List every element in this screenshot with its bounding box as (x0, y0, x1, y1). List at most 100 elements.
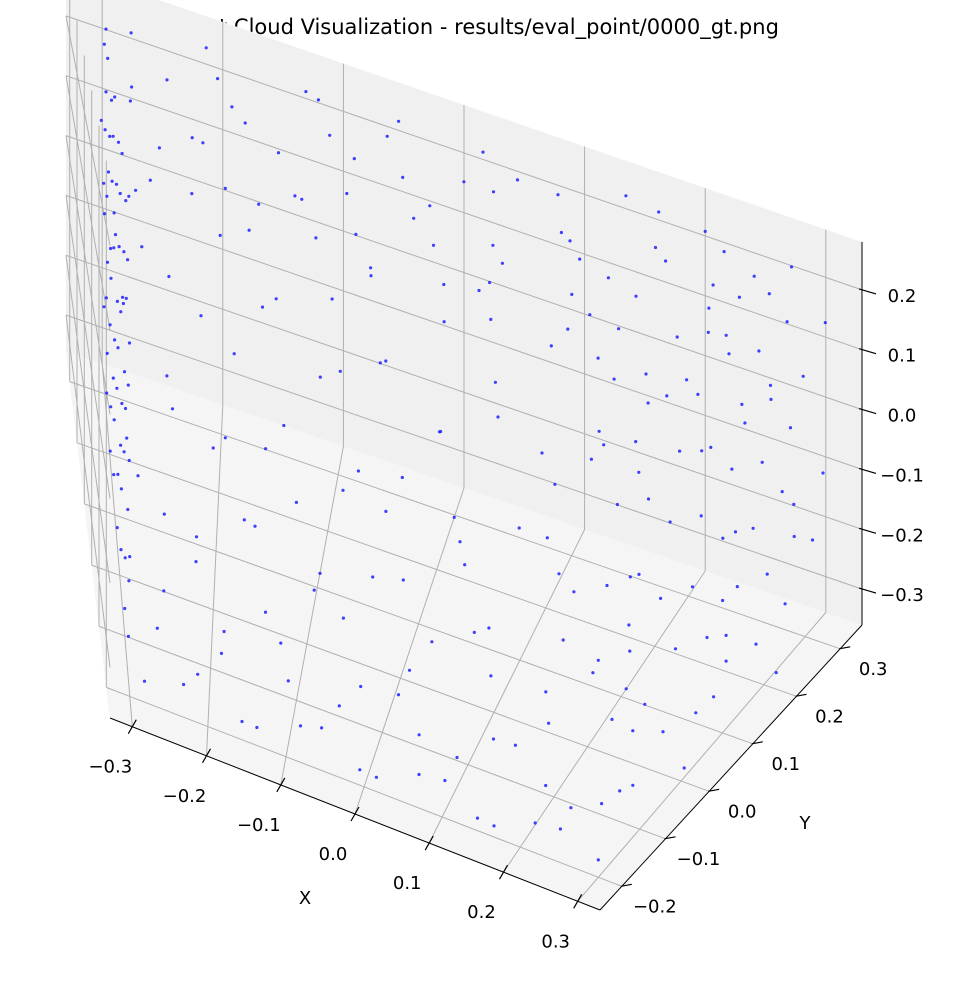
point (513, 743, 518, 747)
point (218, 233, 222, 237)
point (678, 449, 682, 453)
point (121, 295, 125, 299)
y-gridline (91, 564, 710, 792)
point (544, 783, 548, 788)
point (108, 323, 112, 327)
point (493, 380, 497, 384)
point (356, 469, 360, 473)
point (566, 327, 570, 331)
point (721, 536, 725, 540)
x-tick-mark (424, 835, 434, 851)
point (102, 181, 106, 185)
z-gridline (65, 254, 863, 530)
point (105, 391, 109, 395)
point (300, 197, 304, 201)
point (709, 445, 713, 449)
point (602, 443, 606, 447)
point (345, 191, 349, 196)
point (105, 351, 109, 355)
point (646, 497, 651, 501)
point (488, 280, 492, 285)
point (109, 98, 114, 102)
point (634, 440, 638, 444)
z-gridline (65, 75, 111, 330)
point (556, 193, 560, 197)
point (108, 449, 112, 453)
z-gridline (65, 135, 111, 415)
point (792, 534, 796, 539)
point (109, 405, 113, 409)
point (610, 717, 614, 722)
point (821, 471, 825, 475)
point (631, 783, 635, 787)
z-tick-label: −0.3 (880, 585, 924, 606)
point (588, 313, 592, 317)
point (458, 540, 462, 544)
point (559, 230, 564, 235)
point (103, 128, 107, 132)
x-tick-label: 0.2 (467, 902, 496, 923)
y-gridline (106, 686, 622, 887)
point (116, 472, 120, 476)
point (489, 317, 493, 321)
point (264, 447, 268, 451)
point (544, 690, 548, 694)
point (694, 711, 698, 715)
point (617, 327, 621, 331)
point (637, 470, 641, 474)
point (120, 151, 124, 156)
point (500, 261, 504, 265)
point (117, 245, 121, 249)
x-gridline (101, 363, 133, 727)
point (740, 402, 744, 406)
point (102, 212, 107, 216)
point (190, 192, 194, 196)
point (126, 258, 130, 262)
point (274, 297, 278, 301)
point (431, 243, 436, 247)
x-tick-label: −0.3 (88, 757, 132, 778)
point (104, 27, 108, 31)
point (126, 634, 130, 639)
point (430, 640, 434, 644)
point (112, 211, 116, 215)
point (463, 563, 467, 567)
point (170, 407, 175, 411)
point (116, 346, 120, 350)
point (401, 578, 405, 582)
point (112, 473, 116, 477)
x-tick-mark (276, 777, 286, 793)
point (711, 283, 715, 287)
point (442, 282, 446, 287)
y-tick-label: −0.1 (677, 849, 721, 870)
point (320, 726, 324, 730)
point (109, 246, 113, 251)
point (823, 321, 827, 325)
point (369, 274, 373, 278)
grid-lines (65, 0, 863, 902)
point (428, 204, 432, 208)
point (255, 725, 259, 730)
point (114, 182, 119, 186)
point (282, 423, 286, 428)
point (491, 243, 495, 247)
point (113, 95, 117, 99)
point (157, 146, 161, 150)
point (558, 827, 563, 831)
point (260, 305, 265, 309)
y-tick-label: 0.2 (815, 706, 844, 727)
point (673, 647, 678, 651)
point (162, 512, 166, 516)
point (120, 401, 124, 406)
point (127, 579, 131, 583)
point (293, 194, 297, 198)
point (194, 560, 198, 564)
point (724, 633, 728, 638)
axis-ticks: −0.3 −0.2 −0.1 0.0 0.1 0.2 0.3 −0.2 −0.1 0.0 0.1 0.… (88, 286, 923, 952)
point (653, 245, 658, 250)
point (243, 121, 247, 125)
point (730, 467, 734, 471)
point (721, 598, 725, 603)
point (223, 436, 227, 440)
point (378, 361, 382, 365)
